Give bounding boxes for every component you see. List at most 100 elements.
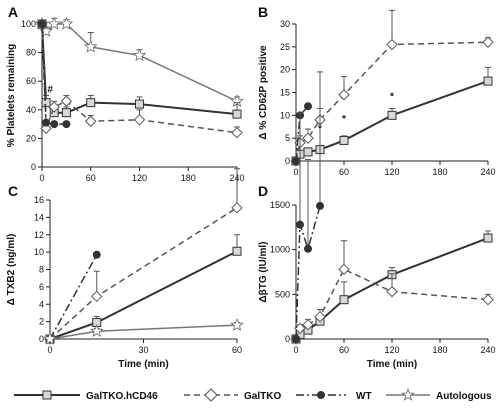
data-point bbox=[304, 102, 312, 111]
data-point bbox=[59, 16, 74, 30]
annotation: * bbox=[342, 114, 346, 125]
x-tick-label: 240 bbox=[480, 167, 495, 177]
y-tick-label: 20 bbox=[26, 133, 36, 143]
x-axis-label: Time (min) bbox=[367, 359, 417, 370]
data-point bbox=[86, 98, 96, 108]
panel-c: C 0 30 60 0 2 4 6 8 10 12 14 16 Δ TXB2 (ng/ml) Time (m… bbox=[6, 168, 244, 370]
data-point bbox=[339, 135, 349, 145]
data-point bbox=[483, 233, 493, 243]
y-tick-label: 80 bbox=[26, 48, 36, 58]
data-point bbox=[386, 285, 398, 298]
panel-letter: C bbox=[8, 183, 18, 199]
data-point bbox=[61, 108, 71, 118]
data-point bbox=[42, 118, 51, 127]
legend-item-autologous: Autologous bbox=[386, 387, 492, 402]
data-point bbox=[296, 220, 304, 229]
series-galtko bbox=[290, 240, 494, 345]
y-tick-label: 40 bbox=[26, 105, 36, 115]
legend: GalTKO.hCD46 GalTKO WT Autologous bbox=[14, 387, 492, 402]
x-tick-label: 0 bbox=[47, 345, 52, 355]
y-axis-label: Δ TXB2 (ng/ml) bbox=[6, 234, 17, 306]
data-point bbox=[482, 36, 494, 48]
y-tick-label: 16 bbox=[34, 195, 44, 205]
data-point bbox=[92, 250, 101, 259]
data-point bbox=[50, 120, 59, 129]
x-tick-label: 120 bbox=[384, 345, 399, 355]
legend-item-galtko-hcd46: GalTKO.hCD46 bbox=[14, 390, 158, 402]
data-point bbox=[85, 115, 97, 127]
data-point bbox=[292, 157, 300, 165]
y-tick-label: 20 bbox=[280, 65, 290, 75]
y-tick-label: 10 bbox=[280, 110, 290, 120]
x-tick-label: 180 bbox=[181, 173, 196, 183]
legend-label-galtko-hcd46: GalTKO.hCD46 bbox=[86, 391, 158, 402]
series-line bbox=[49, 207, 238, 340]
series-autologous bbox=[35, 16, 244, 107]
data-point bbox=[132, 48, 147, 62]
series-line bbox=[49, 254, 98, 340]
series-line bbox=[41, 23, 238, 102]
y-tick-label: 100 bbox=[21, 19, 36, 29]
panel-b: B 0 60 120 180 240 0 5 10 15 20 25 30 Δ % CD62P posit… bbox=[258, 4, 496, 177]
legend-marker-square bbox=[42, 390, 52, 400]
data-point bbox=[40, 122, 52, 135]
series-autologous bbox=[43, 318, 244, 345]
data-point bbox=[304, 244, 312, 253]
x-tick-label: 0 bbox=[39, 173, 44, 183]
data-point bbox=[43, 331, 57, 345]
data-point bbox=[62, 120, 71, 129]
x-tick-label: 0 bbox=[293, 345, 298, 355]
legend-item-galtko: GalTKO bbox=[184, 388, 281, 402]
data-point bbox=[133, 114, 146, 126]
y-tick-label: 10 bbox=[34, 247, 44, 257]
data-point bbox=[91, 290, 103, 303]
x-tick-label: 60 bbox=[339, 167, 349, 177]
data-point bbox=[338, 263, 350, 276]
legend-item-wt: WT bbox=[296, 391, 372, 402]
y-tick-label: 0 bbox=[285, 156, 290, 166]
y-tick-label: 5 bbox=[285, 133, 290, 143]
y-tick-label: 0 bbox=[39, 334, 44, 344]
legend-marker-diamond bbox=[204, 388, 218, 402]
data-point bbox=[339, 295, 349, 305]
y-tick-label: 12 bbox=[34, 230, 44, 240]
legend-label-autologous: Autologous bbox=[436, 391, 492, 402]
data-point bbox=[232, 246, 242, 256]
series-line bbox=[295, 105, 309, 162]
y-tick-label: 0 bbox=[31, 162, 36, 172]
data-point bbox=[135, 99, 144, 109]
data-point bbox=[48, 101, 60, 113]
y-tick-label: 60 bbox=[26, 76, 36, 86]
x-tick-label: 180 bbox=[432, 345, 447, 355]
y-tick-label: 8 bbox=[39, 265, 44, 275]
data-point bbox=[60, 95, 73, 107]
data-point bbox=[47, 16, 61, 30]
series-galtko bbox=[44, 168, 243, 345]
data-point bbox=[230, 318, 244, 331]
legend-label-galtko: GalTKO bbox=[244, 391, 281, 402]
data-point bbox=[89, 324, 104, 337]
data-point bbox=[303, 147, 313, 157]
data-point bbox=[292, 335, 300, 343]
data-point bbox=[483, 76, 493, 86]
data-point bbox=[231, 202, 243, 214]
y-tick-label: 1000 bbox=[270, 245, 290, 255]
y-tick-label: 1500 bbox=[270, 200, 290, 210]
x-tick-label: 120 bbox=[132, 173, 147, 183]
y-tick-label: 500 bbox=[275, 289, 290, 299]
data-point bbox=[338, 89, 350, 101]
x-tick-label: 60 bbox=[86, 173, 96, 183]
y-axis-label: ΔβTG (IU/ml) bbox=[258, 241, 269, 302]
x-tick-label: 240 bbox=[480, 345, 495, 355]
y-tick-label: 30 bbox=[280, 19, 290, 29]
series-line bbox=[41, 23, 67, 125]
x-axis-label: Time (min) bbox=[118, 359, 168, 370]
data-point bbox=[482, 293, 494, 306]
data-point bbox=[387, 110, 397, 120]
y-tick-label: 15 bbox=[280, 88, 290, 98]
y-tick-label: 25 bbox=[280, 42, 290, 52]
